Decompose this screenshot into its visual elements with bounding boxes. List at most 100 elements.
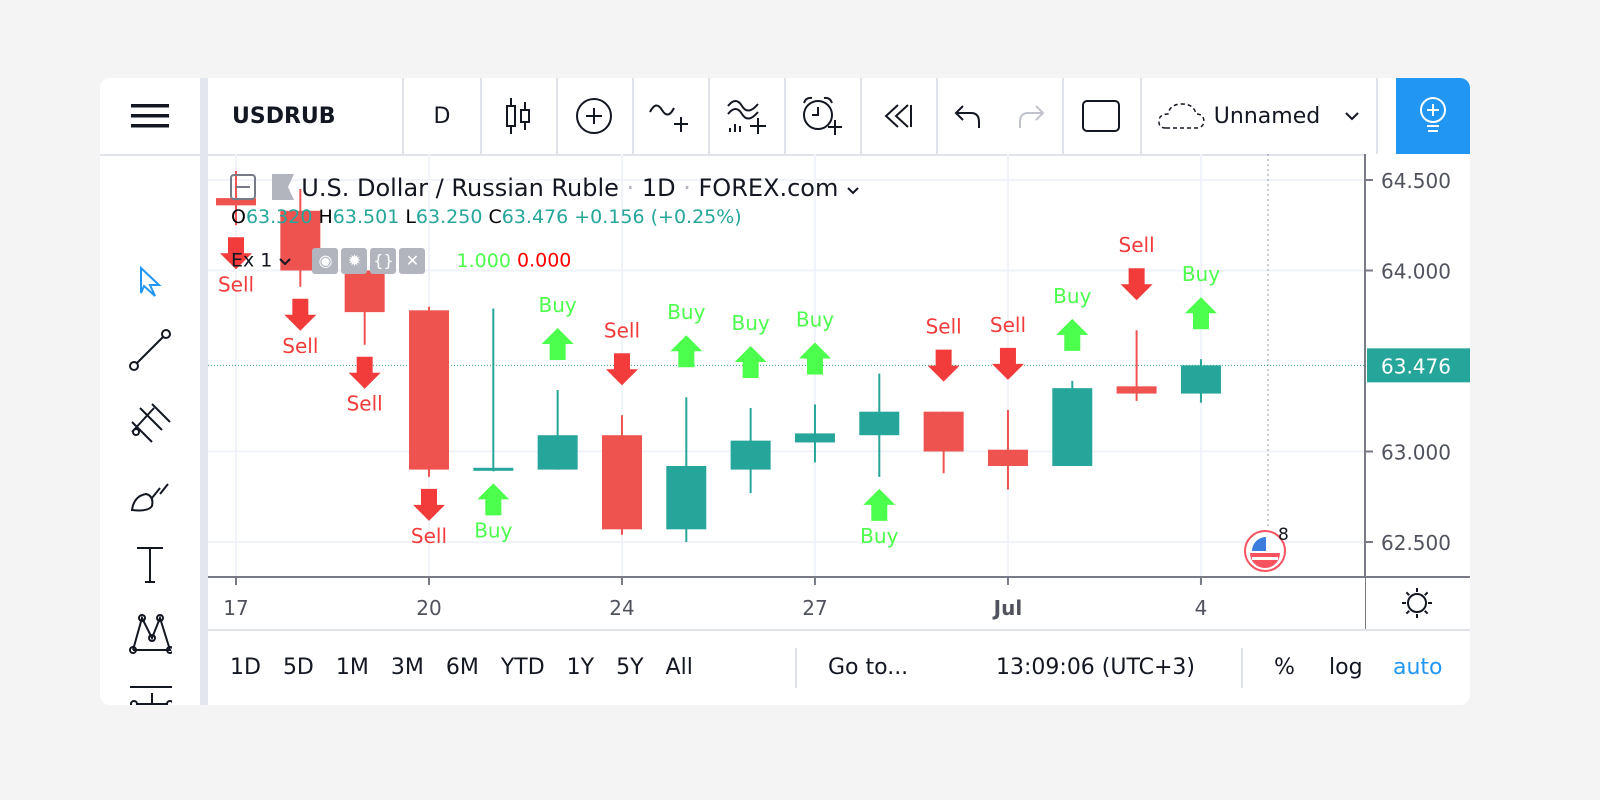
low-label: L — [405, 206, 416, 228]
sell-label: Sell — [347, 392, 383, 416]
menu-button[interactable] — [100, 78, 200, 154]
goto-button[interactable]: Go to... — [828, 630, 908, 705]
layout-name: Unnamed — [1213, 103, 1321, 129]
auto-toggle[interactable]: auto — [1393, 630, 1443, 705]
percent-toggle[interactable]: % — [1274, 630, 1295, 705]
price-tick-label: 62.500 — [1381, 531, 1451, 555]
fullscreen-button[interactable] — [1062, 78, 1142, 154]
source-code-icon[interactable]: {} — [370, 248, 397, 274]
candle-body — [987, 449, 1028, 466]
undo-redo-group — [936, 78, 1064, 154]
close-label: C — [488, 206, 502, 228]
symbol-search-button[interactable]: USDRUB — [208, 78, 404, 154]
interval-label: D — [433, 103, 451, 129]
replay-button[interactable] — [860, 78, 938, 154]
cursor-tool[interactable] — [128, 260, 172, 304]
open-label: O — [231, 206, 246, 228]
price-chart[interactable]: Sell Sell Sell Sell Buy Buy Sell Buy Buy Buy Buy Se… — [208, 154, 1470, 630]
measure-tool[interactable] — [128, 682, 172, 705]
compare-button[interactable] — [556, 78, 634, 154]
candle-body — [216, 198, 256, 206]
percent-label: % — [1274, 655, 1295, 680]
sell-label: Sell — [282, 334, 318, 358]
square-icon — [1082, 100, 1120, 132]
collapse-legend-icon[interactable] — [230, 174, 256, 200]
pitchfork-tool[interactable] — [128, 402, 172, 446]
ideas-button[interactable] — [1396, 78, 1470, 154]
price-tick-label: 64.500 — [1381, 169, 1451, 193]
candle-body — [601, 435, 642, 530]
indicators-button[interactable] — [632, 78, 710, 154]
chevron-down-icon[interactable] — [846, 186, 860, 196]
candle-body — [473, 467, 514, 471]
buy-arrow-icon — [734, 346, 767, 379]
flag-icon[interactable] — [271, 174, 294, 200]
xabcd-pattern-icon — [129, 614, 172, 654]
sell-arrow-icon — [284, 298, 317, 331]
range-3m[interactable]: 3M — [390, 655, 424, 680]
alert-button[interactable] — [784, 78, 862, 154]
goto-label: Go to... — [828, 655, 909, 680]
eye-icon[interactable]: ◉ — [312, 248, 339, 274]
undo-icon[interactable] — [953, 104, 983, 128]
range-all[interactable]: All — [665, 655, 693, 680]
sell-arrow-icon — [927, 349, 960, 382]
close-icon[interactable]: ✕ — [399, 248, 426, 274]
indicator-name: Ex 1 — [231, 249, 273, 272]
legend-exchange: FOREX.com — [698, 174, 839, 202]
timezone-button[interactable]: 13:09:06 (UTC+3) — [996, 630, 1195, 705]
buy-arrow-icon — [798, 342, 831, 375]
low-value: 63.250 — [415, 206, 483, 228]
interval-button[interactable]: D — [404, 78, 482, 154]
high-label: H — [318, 206, 333, 228]
us-flag-icon — [1244, 530, 1286, 572]
rewind-icon — [884, 104, 912, 128]
indicator-value-1: 1.000 — [456, 249, 511, 272]
alarm-clock-icon — [803, 96, 842, 135]
range-1d[interactable]: 1D — [230, 655, 261, 680]
divider — [795, 648, 797, 688]
brush-tool[interactable] — [128, 472, 172, 516]
range-5y[interactable]: 5Y — [616, 655, 644, 680]
gear-icon[interactable]: ✹ — [341, 248, 368, 274]
chevron-down-icon[interactable] — [278, 257, 292, 267]
sell-label: Sell — [926, 315, 962, 339]
range-1m[interactable]: 1M — [335, 655, 369, 680]
sell-label: Sell — [218, 272, 254, 296]
buy-label: Buy — [1182, 262, 1220, 286]
templates-button[interactable] — [708, 78, 786, 154]
hamburger-icon — [131, 104, 169, 128]
log-label: log — [1329, 655, 1363, 680]
buy-arrow-icon — [670, 335, 703, 368]
range-1y[interactable]: 1Y — [566, 655, 595, 680]
range-6m[interactable]: 6M — [445, 655, 479, 680]
last-price-badge — [1367, 348, 1470, 383]
sell-arrow-icon — [220, 237, 252, 270]
indicator-legend: Ex 1 ◉ ✹{} ✕ 1.000 0.000 — [231, 248, 571, 274]
divider — [1241, 648, 1243, 688]
layout-save-button[interactable]: Unnamed — [1140, 78, 1378, 154]
text-tool[interactable] — [128, 542, 172, 586]
settings-sun-icon[interactable] — [1402, 588, 1432, 618]
chevron-down-icon — [1345, 112, 1359, 121]
chart-type-button[interactable] — [480, 78, 558, 154]
log-toggle[interactable]: log — [1329, 630, 1363, 705]
economic-event-badge[interactable]: 8 — [1244, 525, 1294, 577]
pattern-tool[interactable] — [128, 612, 172, 656]
sell-arrow-icon — [412, 488, 445, 521]
toolbar-divider — [200, 78, 208, 705]
range-ytd[interactable]: YTD — [500, 655, 545, 680]
redo-icon[interactable] — [1016, 104, 1046, 128]
buy-label: Buy — [860, 524, 898, 548]
buy-label: Buy — [539, 293, 577, 317]
candle-body — [923, 411, 964, 452]
clock-time: 13:09:06 (UTC+3) — [996, 655, 1196, 680]
time-tick-label: Jul — [992, 596, 1023, 620]
range-selector: 1D 5D 1M 3M 6M YTD 1Y 5Y All — [230, 630, 715, 705]
trend-line-tool[interactable] — [128, 328, 172, 372]
text-t-icon — [137, 547, 163, 583]
range-5d[interactable]: 5D — [282, 655, 314, 680]
event-count: 8 — [1278, 525, 1289, 545]
sell-arrow-icon — [1120, 268, 1153, 301]
templates-icon — [727, 100, 766, 134]
